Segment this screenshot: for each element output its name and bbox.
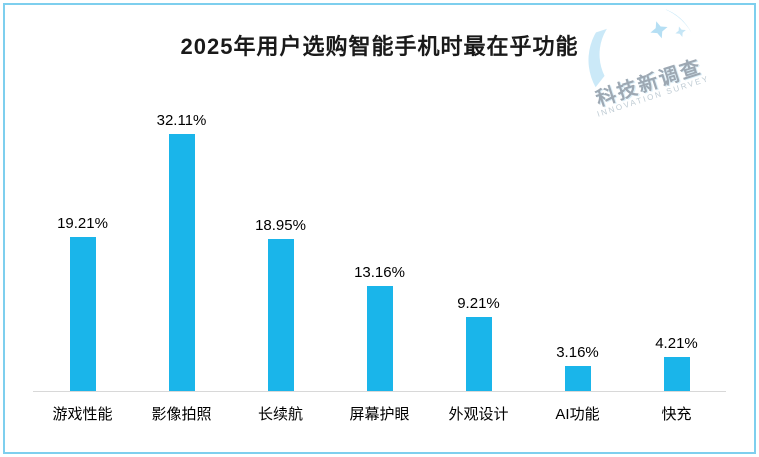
bar-column: 3.16%	[528, 107, 627, 391]
category-label: 影像拍照	[151, 406, 212, 423]
category-label: 长续航	[257, 406, 303, 423]
bar-column: 9.21%	[429, 107, 528, 391]
plot-area: 19.21% 32.11% 18.95% 13.16% 9.21% 3.16% 4.21%	[33, 107, 726, 392]
bar	[564, 365, 591, 391]
bar-value-label: 3.16%	[556, 343, 599, 361]
bar-column: 4.21%	[627, 107, 726, 391]
bar-value-label: 18.95%	[255, 217, 306, 235]
bar-value-label: 9.21%	[457, 295, 500, 313]
bar-column: 19.21%	[33, 107, 132, 391]
category-label: 外观设计	[448, 406, 509, 423]
bar-column: 32.11%	[132, 107, 231, 391]
bar	[465, 317, 492, 391]
chart-title: 2025年用户选购智能手机时最在乎功能	[180, 34, 579, 59]
bar-value-label: 13.16%	[354, 263, 405, 281]
bar	[267, 239, 294, 391]
category-label: 快充	[661, 406, 692, 423]
bar	[69, 237, 96, 391]
bar-value-label: 4.21%	[655, 335, 698, 353]
category-axis: 游戏性能 影像拍照 长续航 屏幕护眼 外观设计 AI功能 快充	[33, 403, 726, 424]
bar-column: 13.16%	[330, 107, 429, 391]
bar-column: 18.95%	[231, 107, 330, 391]
chart-frame: 2025年用户选购智能手机时最在乎功能 科技新调查 INNOVATION SUR…	[3, 3, 756, 454]
category-label: AI功能	[555, 406, 600, 423]
bar-value-label: 19.21%	[57, 215, 108, 233]
bar	[366, 285, 393, 391]
category-label: 游戏性能	[52, 406, 113, 423]
bar	[663, 357, 690, 391]
bar	[168, 134, 195, 391]
plot-wrapper: 19.21% 32.11% 18.95% 13.16% 9.21% 3.16% 4.21% …	[33, 107, 726, 424]
bar-value-label: 32.11%	[156, 112, 207, 130]
category-label: 屏幕护眼	[349, 406, 410, 423]
